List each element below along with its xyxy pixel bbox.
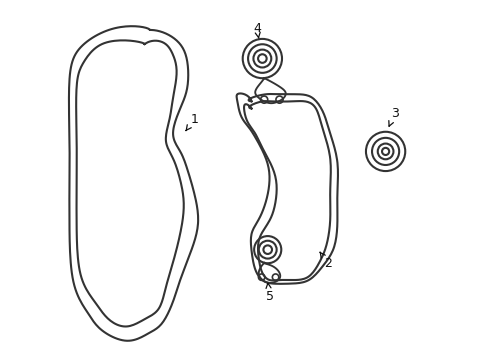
Text: 4: 4 [253,22,261,38]
Text: 5: 5 [265,283,273,303]
Text: 3: 3 [388,107,398,126]
Text: 2: 2 [320,252,332,270]
Text: 1: 1 [185,113,198,131]
